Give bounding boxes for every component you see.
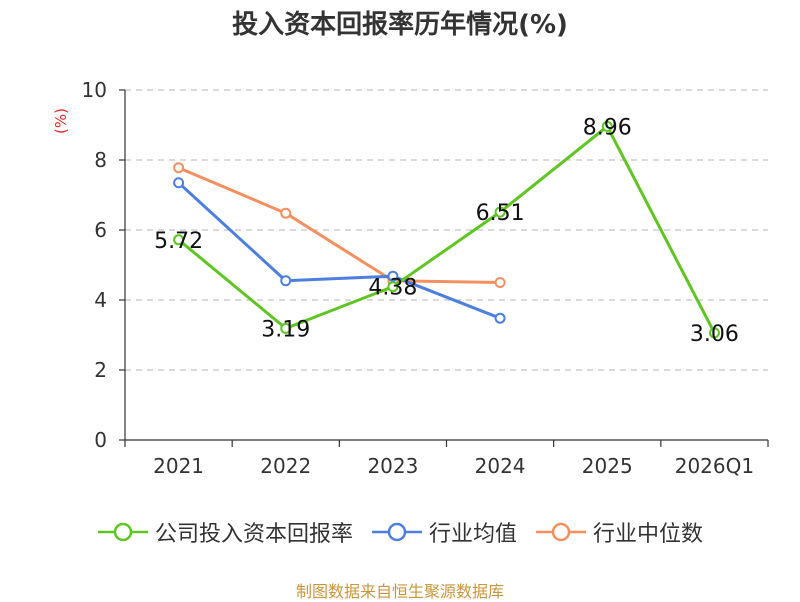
- y-tick-label: 6: [94, 218, 107, 242]
- legend: 公司投入资本回报率 行业均值 行业中位数: [0, 516, 800, 548]
- y-tick-label: 0: [94, 428, 107, 452]
- data-point: [708, 327, 720, 339]
- data-point: [173, 177, 185, 189]
- data-point: [387, 281, 399, 293]
- series-line-0: [177, 124, 716, 334]
- x-tick-label: 2021: [153, 454, 204, 478]
- x-tick-label: 2026Q1: [675, 454, 754, 478]
- data-point: [173, 234, 185, 246]
- legend-item-industry-median[interactable]: 行业中位数: [535, 516, 703, 548]
- data-label: 3.19: [261, 317, 310, 342]
- data-point: [280, 322, 292, 334]
- x-tick-label: 2022: [260, 454, 311, 478]
- data-point: [280, 207, 292, 219]
- series-line-2: [177, 166, 501, 284]
- data-point: [494, 312, 506, 324]
- x-tick-label: 2025: [582, 454, 633, 478]
- data-point: [173, 162, 185, 174]
- x-tick-label: 2023: [367, 454, 418, 478]
- legend-label-company: 公司投入资本回报率: [154, 522, 353, 547]
- legend-marker-industry-mean-icon: [371, 522, 422, 542]
- legend-item-company[interactable]: 公司投入资本回报率: [97, 516, 353, 548]
- data-point: [601, 120, 613, 132]
- series-line-1: [177, 181, 501, 320]
- data-point: [494, 206, 506, 218]
- y-tick-label: 4: [94, 288, 107, 312]
- data-point: [494, 277, 506, 288]
- y-tick-label: 8: [94, 148, 107, 172]
- legend-marker-industry-median-icon: [536, 522, 586, 542]
- y-tick-label: 2: [94, 358, 107, 382]
- legend-label-industry-median: 行业中位数: [593, 522, 704, 547]
- data-label: 6.51: [476, 201, 525, 226]
- legend-label-industry-mean: 行业均值: [428, 522, 517, 547]
- data-label: 5.72: [154, 229, 203, 254]
- data-point: [387, 270, 399, 282]
- legend-item-industry-mean[interactable]: 行业均值: [371, 516, 517, 548]
- x-tick-label: 2024: [475, 454, 526, 478]
- legend-marker-company-icon: [97, 522, 148, 542]
- y-tick-label: 10: [82, 78, 107, 102]
- data-label: 4.38: [368, 276, 417, 301]
- chart-title: 投入资本回报率历年情况(%): [232, 10, 568, 40]
- data-label: 8.96: [583, 115, 632, 140]
- data-source-note: 制图数据来自恒生聚源数据库: [295, 582, 504, 601]
- data-label: 3.06: [690, 322, 739, 347]
- data-point: [280, 275, 292, 287]
